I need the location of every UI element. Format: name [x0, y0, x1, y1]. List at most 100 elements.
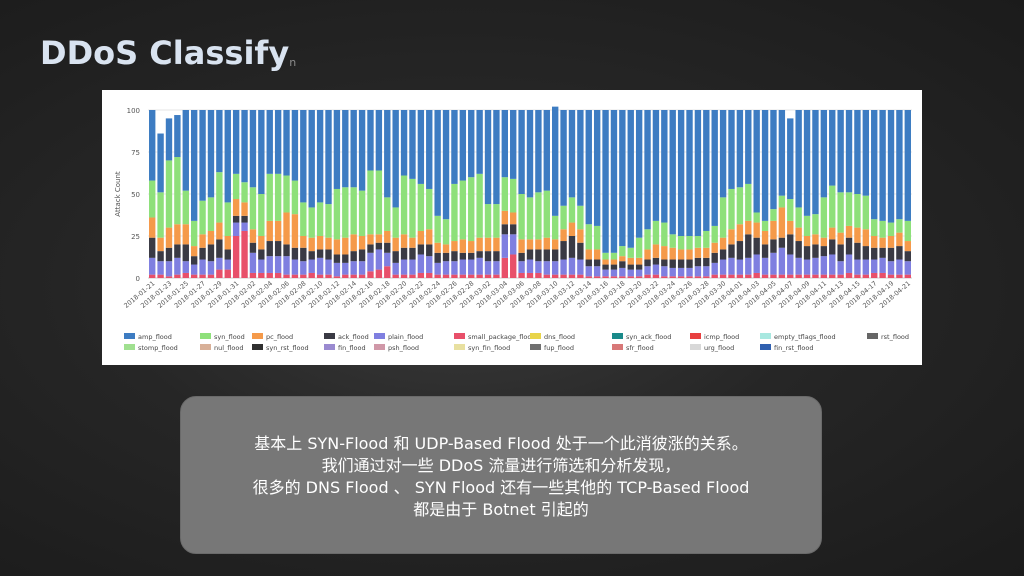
caption-line-1: 基本上 SYN-Flood 和 UDP-Based Flood 处于一个此消彼涨…	[254, 434, 748, 453]
bar-segment-plain_flood	[149, 257, 156, 275]
bar-segment-syn_flood	[560, 205, 567, 230]
bar-segment-amp_flood	[904, 110, 911, 221]
bar-segment-syn_flood	[904, 220, 911, 242]
bar-segment-amp_flood	[266, 110, 273, 174]
bar-segment-amp_flood	[182, 110, 189, 191]
bar-segment-small_package_flood	[468, 274, 475, 278]
bar-segment-syn_flood	[468, 177, 475, 242]
bar-segment-plain_flood	[820, 256, 828, 275]
bar-segment-ack_flood	[224, 249, 231, 260]
bar-segment-syn_flood	[887, 222, 895, 236]
bar-segment-small_package_flood	[157, 274, 164, 278]
legend-label: syn_fin_flood	[468, 344, 510, 352]
bar-segment-plain_flood	[484, 261, 492, 275]
bar-segment-syn_flood	[409, 178, 416, 238]
bar-segment-plain_flood	[854, 259, 861, 275]
bar-segment-pc_flood	[602, 259, 609, 265]
bar-segment-amp_flood	[694, 110, 702, 236]
bar-segment-small_package_flood	[669, 276, 676, 278]
bar-segment-plain_flood	[829, 254, 836, 275]
bar-segment-syn_flood	[535, 192, 542, 240]
bar-segment-amp_flood	[190, 110, 198, 221]
bar-segment-small_package_flood	[358, 274, 366, 278]
bar-segment-syn_flood	[157, 192, 164, 238]
bar-segment-plain_flood	[417, 254, 425, 273]
bar-segment-small_package_flood	[190, 274, 198, 278]
bar-segment-small_package_flood	[451, 274, 458, 278]
legend-swatch	[760, 344, 771, 350]
bar-segment-pc_flood	[837, 232, 844, 245]
bar-segment-pc_flood	[157, 237, 164, 252]
bar-segment-pc_flood	[736, 224, 744, 242]
bar-segment-pc_flood	[484, 237, 492, 252]
bar-segment-amp_flood	[619, 110, 626, 247]
bar-segment-small_package_flood	[535, 272, 542, 278]
bar-segment-pc_flood	[526, 239, 534, 250]
bar-segment-small_package_flood	[274, 272, 282, 278]
bar-segment-amp_flood	[442, 110, 450, 220]
legend-swatch	[252, 344, 263, 350]
legend-swatch	[454, 344, 465, 350]
bar-segment-pc_flood	[476, 237, 483, 252]
bar-segment-small_package_flood	[904, 274, 911, 278]
bar-segment-plain_flood	[518, 261, 525, 273]
legend-label: plain_flood	[388, 333, 423, 341]
bar-segment-pc_flood	[677, 249, 685, 260]
bar-segment-plain_flood	[358, 261, 366, 275]
bar-segment-pc_flood	[199, 234, 206, 248]
bar-segment-amp_flood	[719, 110, 727, 198]
bar-segment-small_package_flood	[627, 276, 634, 278]
bar-segment-syn_flood	[694, 236, 702, 248]
legend-label: icmp_flood	[704, 333, 739, 341]
bar-segment-pc_flood	[241, 202, 248, 216]
bar-segment-amp_flood	[669, 110, 676, 235]
bar-segment-ack_flood	[753, 237, 760, 255]
bar-segment-amp_flood	[291, 110, 299, 181]
bar-segment-small_package_flood	[854, 274, 861, 278]
bar-segment-amp_flood	[358, 110, 366, 191]
bar-segment-syn_flood	[745, 183, 752, 221]
bar-segment-small_package_flood	[703, 276, 710, 278]
slide-title-text: DDoS Classify	[40, 34, 290, 72]
bar-segment-pc_flood	[829, 227, 836, 240]
bar-segment-plain_flood	[493, 261, 500, 275]
bar-segment-plain_flood	[736, 259, 744, 275]
bar-segment-amp_flood	[703, 110, 710, 231]
bar-segment-amp_flood	[635, 110, 643, 238]
bar-segment-small_package_flood	[577, 274, 584, 278]
bar-segment-plain_flood	[165, 261, 173, 277]
bar-segment-plain_flood	[241, 222, 248, 231]
bar-segment-amp_flood	[593, 110, 601, 226]
bar-segment-pc_flood	[174, 224, 181, 245]
bar-segment-syn_flood	[224, 202, 231, 236]
bar-segment-syn_flood	[358, 190, 366, 236]
bar-segment-pc_flood	[342, 237, 349, 255]
bar-segment-pc_flood	[795, 227, 802, 242]
bar-segment-syn_flood	[635, 237, 643, 258]
bar-segment-ack_flood	[761, 244, 769, 258]
bar-segment-small_package_flood	[426, 272, 433, 278]
bar-segment-syn_flood	[291, 180, 299, 215]
bar-segment-syn_flood	[459, 180, 467, 240]
bar-segment-small_package_flood	[484, 274, 492, 278]
bar-segment-amp_flood	[896, 110, 903, 220]
bar-segment-ack_flood	[728, 244, 735, 258]
bar-segment-pc_flood	[871, 236, 878, 248]
bar-segment-ack_flood	[787, 234, 794, 255]
legend-label: nul_flood	[214, 344, 243, 352]
legend-label: fin_rst_flood	[774, 344, 814, 352]
bar-segment-plain_flood	[627, 269, 634, 277]
bar-segment-amp_flood	[552, 106, 559, 216]
bar-segment-pc_flood	[560, 229, 567, 242]
bar-segment-plain_flood	[568, 257, 576, 275]
bar-segment-syn_flood	[258, 194, 265, 236]
chart-panel: 0 25 50 75 100 Attack Count 2018-01-21 2018-01-…	[102, 90, 922, 365]
bar-segment-amp_flood	[283, 110, 290, 176]
bar-segment-small_package_flood	[207, 274, 215, 278]
bar-segment-syn_flood	[434, 215, 441, 243]
bar-segment-syn_flood	[216, 172, 223, 223]
bar-segment-plain_flood	[426, 256, 433, 273]
bar-segment-pc_flood	[543, 237, 550, 250]
bar-segment-pc_flood	[787, 220, 794, 235]
bar-segment-plain_flood	[157, 261, 164, 275]
